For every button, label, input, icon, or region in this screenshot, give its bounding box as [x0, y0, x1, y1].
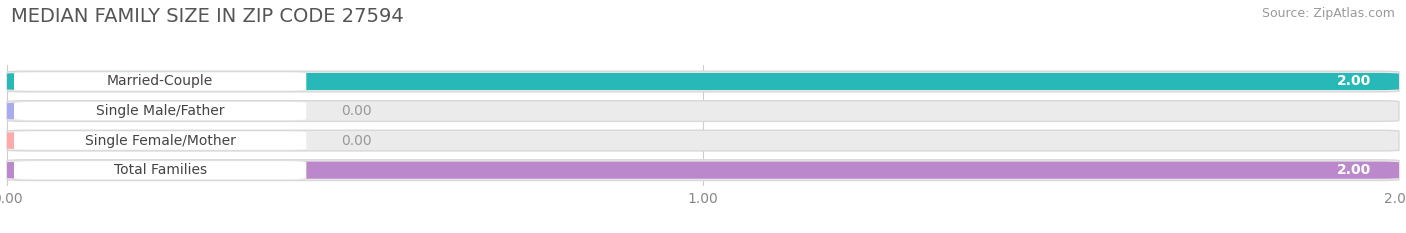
- Text: Married-Couple: Married-Couple: [107, 75, 214, 89]
- Text: Source: ZipAtlas.com: Source: ZipAtlas.com: [1261, 7, 1395, 20]
- FancyBboxPatch shape: [7, 103, 160, 120]
- Text: 2.00: 2.00: [1337, 163, 1371, 177]
- FancyBboxPatch shape: [7, 73, 1399, 90]
- Text: 2.00: 2.00: [1337, 75, 1371, 89]
- FancyBboxPatch shape: [14, 102, 307, 120]
- Text: 0.00: 0.00: [342, 104, 371, 118]
- FancyBboxPatch shape: [7, 160, 1399, 181]
- FancyBboxPatch shape: [14, 72, 307, 91]
- FancyBboxPatch shape: [7, 132, 160, 149]
- Text: 0.00: 0.00: [342, 134, 371, 147]
- FancyBboxPatch shape: [7, 130, 1399, 151]
- FancyBboxPatch shape: [14, 131, 307, 150]
- Text: Single Female/Mother: Single Female/Mother: [84, 134, 236, 147]
- FancyBboxPatch shape: [7, 101, 1399, 121]
- Text: Single Male/Father: Single Male/Father: [96, 104, 225, 118]
- FancyBboxPatch shape: [14, 161, 307, 179]
- FancyBboxPatch shape: [7, 161, 1399, 179]
- FancyBboxPatch shape: [7, 71, 1399, 92]
- Text: MEDIAN FAMILY SIZE IN ZIP CODE 27594: MEDIAN FAMILY SIZE IN ZIP CODE 27594: [11, 7, 404, 26]
- Text: Total Families: Total Families: [114, 163, 207, 177]
